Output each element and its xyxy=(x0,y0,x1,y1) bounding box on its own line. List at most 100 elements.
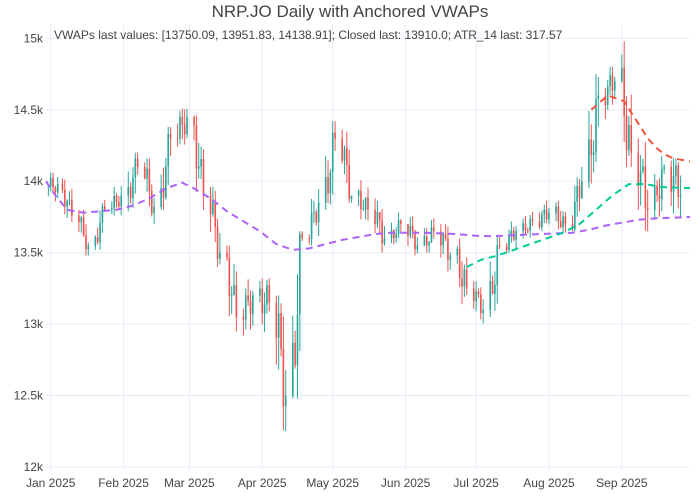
candle-down xyxy=(670,166,673,192)
candle-down xyxy=(367,197,369,210)
candle-up xyxy=(101,206,104,223)
candle-up xyxy=(482,309,484,313)
y-tick-label: 12.5k xyxy=(14,389,44,403)
candle-up xyxy=(252,295,254,314)
candle-down xyxy=(209,195,212,215)
candle-up xyxy=(87,245,90,250)
candle-up xyxy=(529,218,531,231)
candle-down xyxy=(150,191,153,214)
candle-down xyxy=(524,223,527,231)
candle-down xyxy=(275,302,278,338)
candle-down xyxy=(677,165,680,197)
x-tick-label: Feb 2025 xyxy=(98,476,149,490)
candle-down xyxy=(646,208,649,210)
candle-up xyxy=(639,171,642,187)
candle-up xyxy=(110,208,113,210)
candle-down xyxy=(148,168,151,192)
vwap_3-line xyxy=(590,94,691,163)
candle-up xyxy=(357,191,360,196)
candle-down xyxy=(425,236,428,246)
candle-down xyxy=(491,280,494,294)
candle-up xyxy=(574,201,576,230)
x-tick-label: Jan 2025 xyxy=(26,476,76,490)
candle-up xyxy=(449,255,452,260)
x-tick-label: Jun 2025 xyxy=(381,476,431,490)
candle-down xyxy=(611,75,614,91)
candle-down xyxy=(334,132,336,139)
candle-up xyxy=(299,234,301,315)
candle-down xyxy=(103,206,106,210)
candle-down xyxy=(282,348,285,407)
y-tick-label: 15k xyxy=(24,31,44,45)
y-tick-label: 14.5k xyxy=(14,103,44,117)
candle-up xyxy=(127,186,130,196)
candle-down xyxy=(176,138,179,140)
candle-up xyxy=(456,248,459,256)
candle-down xyxy=(308,238,311,240)
candle-down xyxy=(183,124,186,135)
candle-up xyxy=(510,230,513,236)
candle-down xyxy=(226,252,228,258)
candle-down xyxy=(414,231,416,250)
candle-down xyxy=(559,220,562,228)
candle-down xyxy=(169,133,172,139)
candle-up xyxy=(47,186,50,188)
x-tick-label: Mar 2025 xyxy=(164,476,215,490)
candle-down xyxy=(590,139,593,156)
candle-up xyxy=(541,214,543,228)
candle-up xyxy=(56,184,59,193)
candle-up xyxy=(331,132,334,173)
candle-up xyxy=(663,166,665,170)
candle-down xyxy=(557,206,560,221)
candle-down xyxy=(637,152,640,187)
candle-up xyxy=(679,195,682,197)
candle-down xyxy=(327,177,329,194)
candle-up xyxy=(132,177,134,199)
candle-down xyxy=(301,234,304,239)
candle-down xyxy=(315,211,318,223)
vwap_1-line xyxy=(45,180,691,251)
x-tick-label: May 2025 xyxy=(306,476,359,490)
candle-up xyxy=(291,342,294,396)
candle-down xyxy=(658,195,661,200)
y-tick-label: 13.5k xyxy=(14,246,44,260)
y-tick-label: 13k xyxy=(24,317,44,331)
candle-down xyxy=(381,220,383,244)
candle-down xyxy=(378,212,381,221)
candle-up xyxy=(94,237,97,246)
candle-up xyxy=(120,195,123,207)
y-tick-label: 14k xyxy=(24,174,44,188)
candle-down xyxy=(341,138,343,161)
candle-up xyxy=(259,288,261,296)
candle-up xyxy=(313,211,315,214)
candle-down xyxy=(96,237,99,243)
candle-up xyxy=(613,81,616,91)
plot-background xyxy=(46,24,690,470)
candle-down xyxy=(143,166,146,179)
candle-down xyxy=(268,285,271,303)
candle-down xyxy=(656,185,658,196)
candle-up xyxy=(113,195,115,209)
candle-up xyxy=(134,158,137,178)
candle-down xyxy=(479,294,482,313)
candle-up xyxy=(263,304,266,314)
candle-down xyxy=(604,95,607,106)
candle-up xyxy=(284,395,287,407)
candle-down xyxy=(82,217,85,236)
candle-down xyxy=(348,165,351,200)
candle-down xyxy=(498,245,501,247)
candle-up xyxy=(296,314,299,366)
candle-up xyxy=(324,177,327,203)
candle-up xyxy=(200,159,202,167)
candle-up xyxy=(179,116,181,139)
candle-up xyxy=(266,285,268,305)
candle-down xyxy=(235,285,238,318)
candle-up xyxy=(68,199,71,201)
candle-down xyxy=(393,229,395,239)
candle-down xyxy=(407,224,409,236)
candle-down xyxy=(432,227,435,232)
candle-up xyxy=(621,67,623,82)
x-tick-label: Sep 2025 xyxy=(596,476,648,490)
candle-down xyxy=(193,116,195,126)
candle-down xyxy=(54,187,57,193)
